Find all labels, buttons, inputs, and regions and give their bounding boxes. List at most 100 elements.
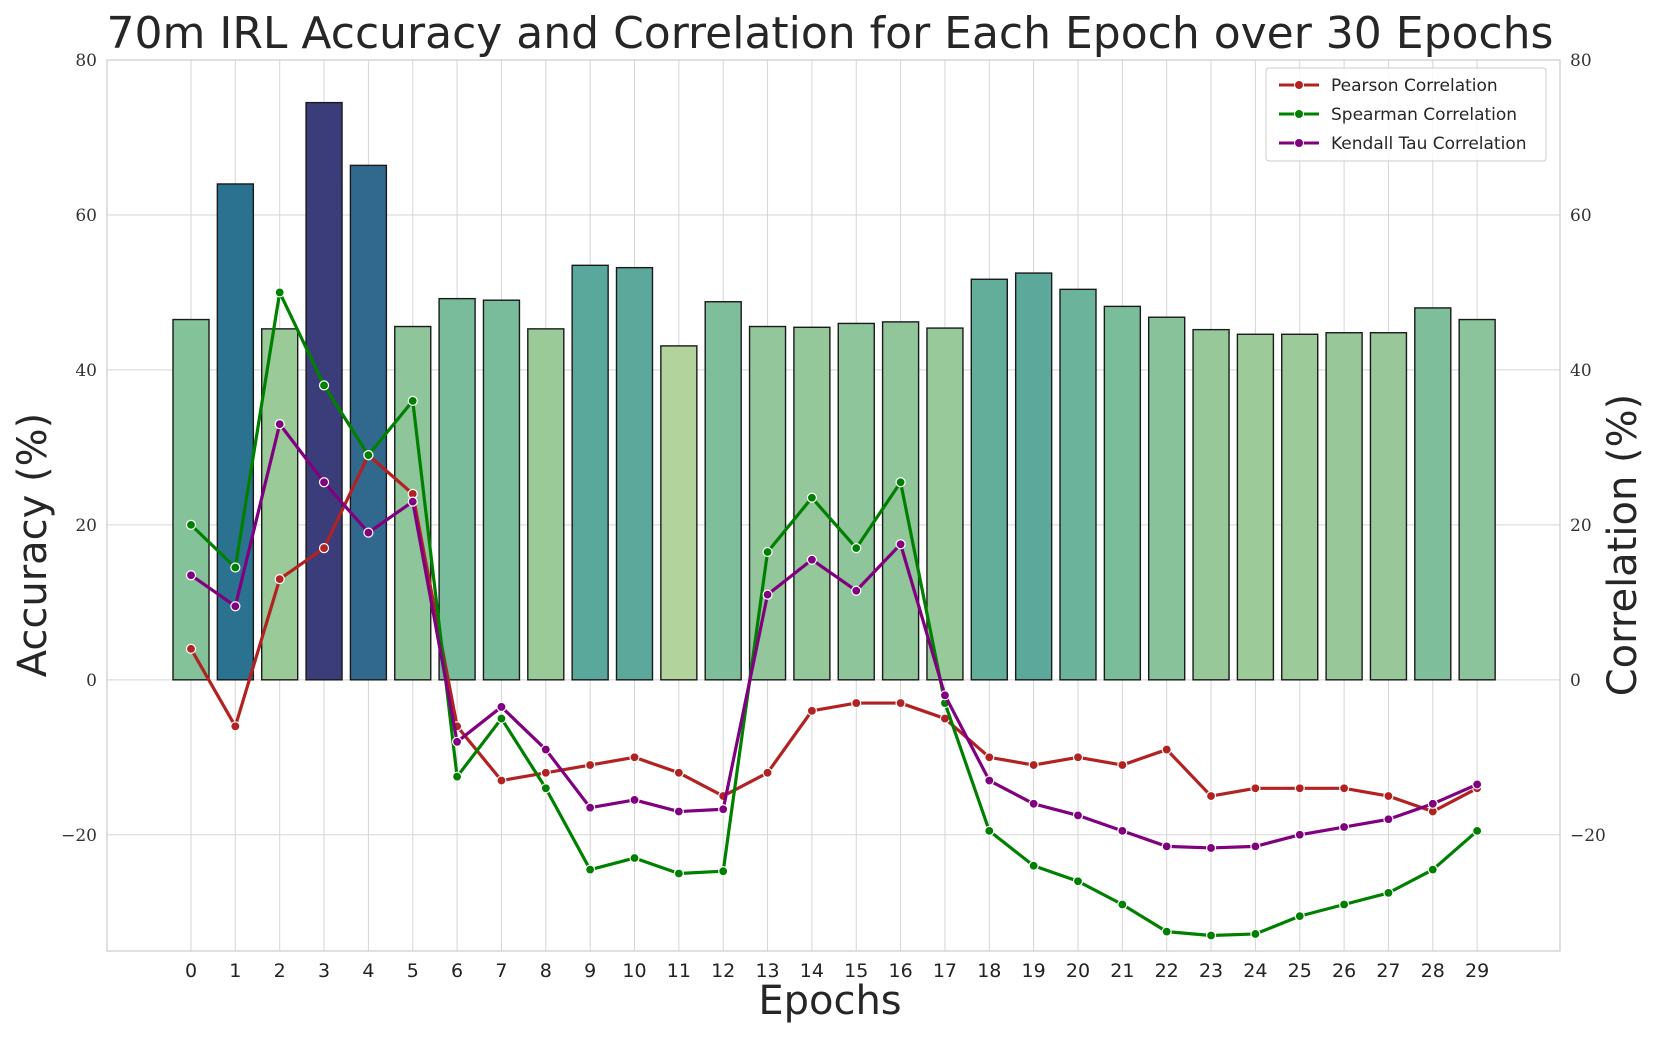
x-tick-label: 12 [711, 960, 735, 982]
x-tick-label: 9 [584, 960, 596, 982]
accuracy-bar [438, 297, 476, 681]
kendall-point [585, 802, 596, 813]
pearson-point [629, 752, 640, 763]
accuracy-bar [261, 328, 299, 681]
spearman-point [363, 450, 374, 461]
spearman-point [1117, 899, 1128, 910]
accuracy-bar [1458, 318, 1496, 681]
legend-label-pearson: Pearson Correlation [1331, 76, 1498, 96]
kendall-point [363, 527, 374, 538]
spearman-point [851, 543, 862, 554]
x-tick-label: 1 [229, 960, 241, 982]
accuracy-bar [793, 326, 831, 681]
kendall-point [984, 775, 995, 786]
accuracy-bar [1236, 333, 1275, 681]
bars [172, 101, 1496, 681]
accuracy-bar [527, 328, 565, 681]
chart-title: 70m IRL Accuracy and Correlation for Eac… [107, 8, 1554, 59]
accuracy-bar [704, 301, 742, 681]
kendall-point [1250, 841, 1261, 852]
accuracy-bar [926, 327, 964, 681]
accuracy-bar [216, 183, 255, 681]
accuracy-bar [1103, 305, 1142, 681]
pearson-point [230, 721, 241, 732]
y-tick-right: −20 [1570, 826, 1606, 846]
x-tick-label: 21 [1110, 960, 1134, 982]
pearson-point [851, 697, 862, 709]
y-axis-label-right: Correlation (%) [1600, 394, 1646, 697]
kendall-point [1072, 810, 1084, 821]
spearman-point [185, 519, 197, 530]
accuracy-bar [1059, 288, 1097, 681]
kendall-point [851, 585, 862, 596]
spearman-point [1472, 825, 1483, 837]
y-tick-right: 80 [1570, 51, 1592, 71]
x-tick-label: 19 [1022, 960, 1046, 982]
pearson-point [1250, 783, 1261, 794]
x-axis-label: Epochs [758, 978, 901, 1024]
pearson-point [496, 775, 507, 786]
spearman-point [1072, 876, 1084, 887]
pearson-point [673, 767, 684, 778]
x-tick-label: 10 [622, 960, 646, 982]
x-tick-label: 5 [407, 960, 419, 982]
spearman-point [1427, 864, 1438, 875]
accuracy-bar [970, 278, 1008, 681]
x-tick-label: 11 [667, 960, 691, 982]
kendall-point [1205, 842, 1217, 854]
legend-label-spearman: Spearman Correlation [1331, 105, 1517, 125]
kendall-point [1028, 798, 1039, 809]
pearson-point [1338, 783, 1350, 794]
pearson-point [806, 705, 818, 716]
pearson-point [1028, 759, 1039, 771]
pearson-point [1294, 783, 1305, 794]
x-tick-label: 6 [451, 960, 463, 982]
accuracy-bar [1192, 328, 1230, 681]
accuracy-bar [1414, 307, 1452, 681]
x-tick-label: 17 [933, 960, 957, 982]
x-tick-label: 7 [495, 960, 507, 982]
y-tick-left: 60 [75, 206, 97, 226]
x-tick-label: 18 [977, 960, 1001, 982]
spearman-line [189, 290, 1479, 938]
x-tick-label: 13 [755, 960, 779, 982]
kendall-point [718, 804, 729, 815]
x-tick-label: 27 [1376, 960, 1400, 982]
spearman-point [1250, 928, 1261, 940]
spearman-point [1383, 887, 1394, 898]
pearson-point [762, 767, 773, 778]
spearman-point [1294, 911, 1305, 922]
y-tick-left: 40 [75, 361, 97, 381]
spearman-point [1028, 860, 1039, 871]
pearson-point [1205, 790, 1217, 802]
kendall-point [185, 570, 197, 581]
spearman-point [540, 783, 551, 794]
accuracy-bar [1369, 332, 1408, 681]
pearson-point [318, 543, 330, 554]
kendall-point [673, 806, 684, 817]
pearson-point [895, 697, 906, 709]
y-tick-left: −20 [61, 826, 97, 846]
spearman-point [673, 868, 684, 879]
accuracy-bar [837, 322, 875, 681]
kendall-point [1117, 825, 1128, 837]
accuracy-bar [1281, 333, 1319, 681]
kendall-line [190, 422, 1478, 850]
kendall-point [939, 690, 951, 701]
legend-marker-kendall [1294, 138, 1304, 148]
x-tick-label: 4 [362, 960, 374, 982]
kendall-point [1161, 841, 1172, 852]
spearman-point [1205, 930, 1217, 941]
accuracy-bar [615, 266, 654, 681]
x-tick-label: 16 [889, 960, 913, 982]
legend-marker-pearson [1294, 80, 1304, 90]
accuracy-bar [482, 299, 521, 681]
spearman-point [585, 864, 596, 875]
y-axis-label-left: Accuracy (%) [10, 413, 56, 678]
spearman-point [230, 562, 241, 573]
accuracy-bar [1325, 332, 1363, 681]
kendall-point [1427, 798, 1438, 809]
spearman-point [274, 287, 285, 298]
